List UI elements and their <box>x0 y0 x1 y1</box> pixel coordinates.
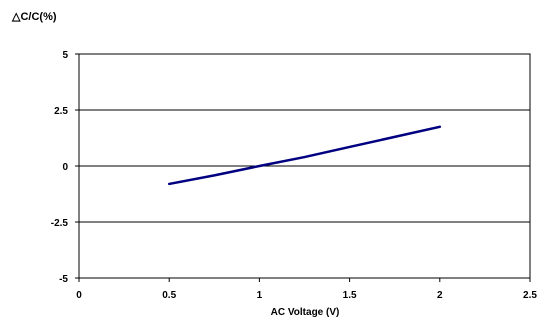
x-tick-label: 1 <box>257 290 263 301</box>
y-tick-label: -5 <box>59 274 68 285</box>
y-tick-label: 5 <box>62 50 68 61</box>
x-tick-labels: 0 0.5 1 1.5 2 2.5 <box>76 290 537 301</box>
y-tick-labels: 5 2.5 0 -2.5 -5 <box>51 50 69 285</box>
y-tick-label: 0 <box>62 162 68 173</box>
x-tick-label: 2.5 <box>523 290 537 301</box>
x-tick-label: 1.5 <box>343 290 357 301</box>
y-tick-label: 2.5 <box>54 106 68 117</box>
x-tick-label: 0.5 <box>162 290 176 301</box>
gridlines <box>75 53 531 282</box>
y-axis-label: △C/C(%) <box>11 11 57 23</box>
x-axis-label: AC Voltage (V) <box>271 307 340 318</box>
x-tick-label: 2 <box>437 290 443 301</box>
y-tick-label: -2.5 <box>51 218 69 229</box>
x-tick-label: 0 <box>76 290 82 301</box>
series-lines <box>167 125 442 186</box>
series-line <box>167 125 442 186</box>
